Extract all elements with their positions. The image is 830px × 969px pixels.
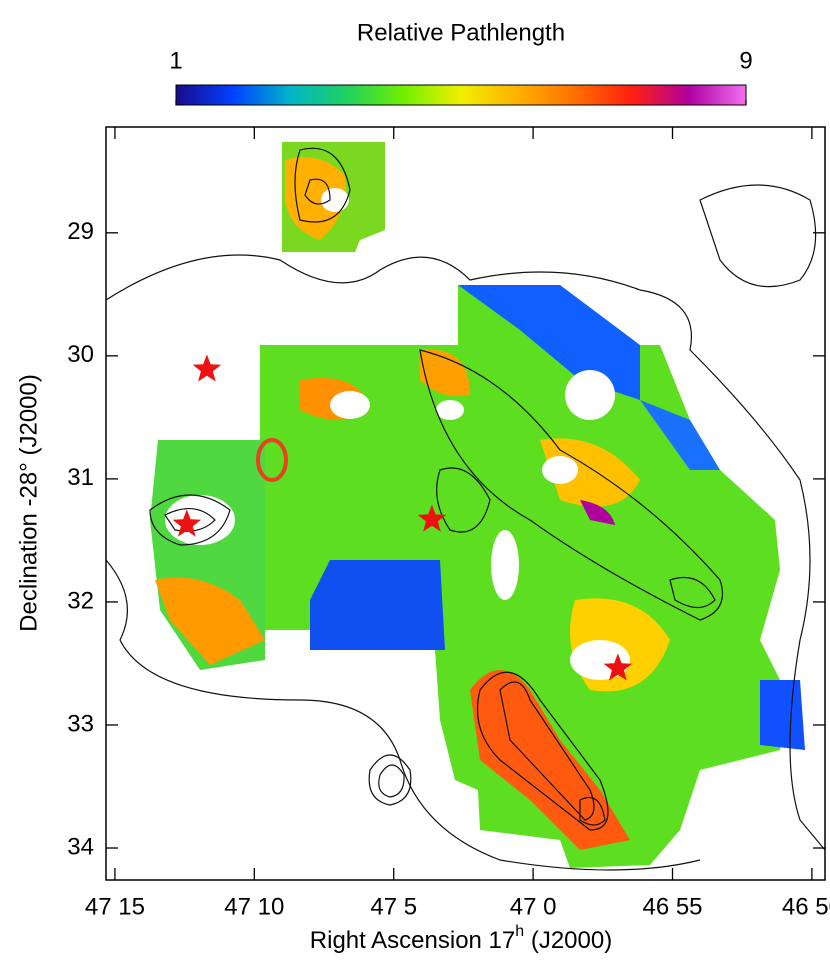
axes: 47 15 47 10 47 5 47 0 46 55 46 50 29 30 31 32 33 34 — [67, 127, 830, 920]
y-tick-label: 32 — [67, 587, 94, 614]
y-tick-label: 31 — [67, 464, 94, 491]
contour — [294, 147, 351, 223]
contour — [106, 559, 701, 871]
y-tick-label: 30 — [67, 341, 94, 368]
x-axis-label-end: (J2000) — [524, 927, 612, 954]
contour — [436, 467, 491, 533]
contour — [579, 796, 606, 826]
colorbar — [175, 84, 747, 106]
map-region — [310, 560, 445, 650]
contour — [378, 764, 405, 798]
colorbar-tick-label: 1 — [169, 47, 182, 74]
contour — [476, 671, 609, 831]
map-ring — [256, 438, 288, 482]
map-hole — [565, 370, 615, 420]
contour — [149, 494, 231, 546]
x-axis-label-main: Right Ascension 17 — [310, 927, 515, 954]
map-region — [260, 285, 790, 868]
x-tick-label: 47 5 — [370, 893, 417, 920]
contour — [304, 178, 331, 205]
colorbar-title: Relative Pathlength — [357, 19, 565, 46]
plot-frame — [105, 126, 826, 881]
map — [106, 142, 825, 871]
map-region — [420, 349, 470, 396]
map-hole — [321, 188, 349, 212]
contour — [669, 576, 716, 609]
contour — [699, 184, 817, 288]
contour — [106, 254, 825, 851]
map-region — [580, 500, 615, 525]
star-marker — [603, 653, 633, 681]
map-hole — [491, 530, 519, 600]
map-region — [640, 400, 720, 470]
contour — [499, 681, 595, 821]
y-tick-label: 34 — [67, 833, 94, 860]
x-tick-label: 47 0 — [510, 893, 557, 920]
y-axis-label: Declination -28° (J2000) — [15, 374, 42, 632]
map-region — [760, 680, 805, 750]
y-tick-label: 33 — [67, 710, 94, 737]
x-tick-label: 46 55 — [642, 893, 702, 920]
map-hole — [436, 400, 464, 420]
x-axis-label: Right Ascension 17h (J2000) — [310, 923, 612, 954]
y-tick-label: 29 — [67, 218, 94, 245]
star-marker — [192, 354, 222, 382]
contour — [419, 349, 724, 621]
x-tick-label: 47 10 — [224, 893, 284, 920]
map-hole — [330, 391, 370, 419]
contour — [368, 754, 412, 806]
map-region — [470, 670, 630, 850]
map-region — [540, 438, 640, 507]
colorbar-tick-label: 9 — [739, 47, 752, 74]
star-marker — [417, 504, 447, 532]
x-tick-label: 46 50 — [782, 893, 830, 920]
star-marker — [172, 509, 202, 537]
map-hole — [542, 456, 578, 484]
map-region — [155, 577, 265, 665]
x-axis-label-sup: h — [515, 923, 524, 940]
x-tick-label: 47 15 — [85, 893, 145, 920]
